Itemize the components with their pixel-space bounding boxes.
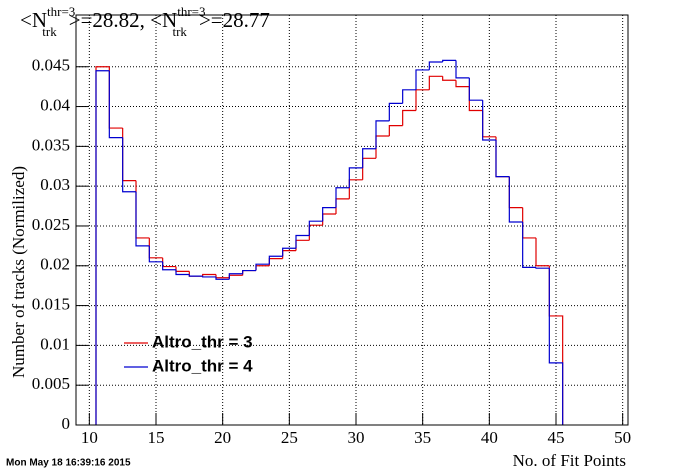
histogram-bin bbox=[468, 77, 483, 101]
y-tick-label: 0.025 bbox=[32, 215, 70, 234]
histogram-bin bbox=[122, 137, 136, 193]
histogram-bin bbox=[535, 267, 550, 269]
histogram-bin bbox=[375, 120, 390, 149]
histogram-bin bbox=[402, 89, 416, 104]
histogram-bin bbox=[135, 191, 150, 247]
histogram-bin bbox=[548, 268, 564, 425]
histogram-bin bbox=[495, 139, 510, 178]
histogram-bin bbox=[535, 237, 550, 267]
histogram-bin bbox=[455, 80, 470, 88]
title-part: trk bbox=[42, 24, 57, 39]
x-tick-label: 50 bbox=[614, 428, 631, 447]
y-tick-label: 0.045 bbox=[32, 56, 70, 75]
title-part: >=28.82, <N bbox=[69, 8, 177, 32]
histogram-bin bbox=[428, 61, 443, 70]
histogram-bin bbox=[322, 207, 336, 222]
histogram-bin bbox=[202, 273, 216, 277]
histogram-bin bbox=[295, 234, 310, 249]
histogram-bin bbox=[362, 148, 376, 168]
x-tick-label: 10 bbox=[81, 428, 98, 447]
y-tick-label: 0.04 bbox=[40, 95, 70, 114]
histogram-bin bbox=[282, 247, 296, 257]
histogram-bin bbox=[108, 70, 123, 139]
histogram-bin bbox=[228, 273, 243, 280]
histogram-bin bbox=[95, 70, 110, 425]
histogram-bin bbox=[482, 100, 496, 141]
histogram-bin bbox=[335, 187, 350, 208]
histogram-bin bbox=[402, 109, 416, 126]
y-tick-label: 0.03 bbox=[40, 175, 70, 194]
histogram-bin bbox=[415, 69, 430, 90]
histogram-bin bbox=[522, 221, 536, 268]
histogram-bin bbox=[202, 276, 216, 278]
histogram-bin bbox=[162, 261, 176, 271]
histogram-bin bbox=[215, 276, 230, 280]
y-tick-label: 0 bbox=[62, 414, 71, 433]
histogram-bin bbox=[388, 102, 403, 121]
x-axis-label: No. of Fit Points bbox=[513, 451, 626, 470]
histogram-bin bbox=[348, 167, 363, 188]
y-tick-label: 0.035 bbox=[32, 135, 70, 154]
x-tick-label: 15 bbox=[148, 428, 165, 447]
legend-label: Altro_thr = 4 bbox=[152, 356, 253, 375]
histogram-bin bbox=[455, 60, 470, 79]
y-axis-label: Number of tracks (Normilized) bbox=[9, 166, 28, 378]
title-part: >=28.77 bbox=[199, 8, 270, 32]
legend-label: Altro_thr = 3 bbox=[152, 332, 253, 351]
x-tick-label: 40 bbox=[481, 428, 498, 447]
x-tick-label: 45 bbox=[548, 428, 565, 447]
title-part: thr=3 bbox=[47, 4, 75, 19]
histogram-bin bbox=[308, 220, 323, 236]
histogram-bin bbox=[188, 274, 203, 277]
histogram-bin bbox=[428, 75, 443, 90]
histogram-bin bbox=[442, 76, 456, 81]
title-part: trk bbox=[172, 24, 187, 39]
histogram-bin bbox=[255, 263, 270, 271]
y-tick-label: 0.01 bbox=[40, 334, 70, 353]
timestamp: Mon May 18 16:39:16 2015 bbox=[6, 458, 131, 469]
histogram-bin bbox=[442, 59, 456, 62]
histogram-bin bbox=[268, 255, 283, 265]
y-tick-label: 0.015 bbox=[32, 294, 70, 313]
plot-frame bbox=[75, 14, 629, 426]
x-tick-label: 25 bbox=[281, 428, 298, 447]
x-tick-label: 20 bbox=[214, 428, 231, 447]
histogram-bin bbox=[175, 269, 190, 276]
histogram-bin bbox=[148, 245, 163, 263]
x-tick-label: 30 bbox=[348, 428, 365, 447]
histogram-bin bbox=[388, 125, 403, 137]
x-tick-label: 35 bbox=[414, 428, 431, 447]
y-tick-label: 0.02 bbox=[40, 255, 70, 274]
histogram-bin bbox=[508, 176, 523, 223]
title-part: <N bbox=[20, 8, 47, 32]
y-tick-label: 0.005 bbox=[32, 374, 70, 393]
histogram-bin bbox=[242, 269, 256, 274]
